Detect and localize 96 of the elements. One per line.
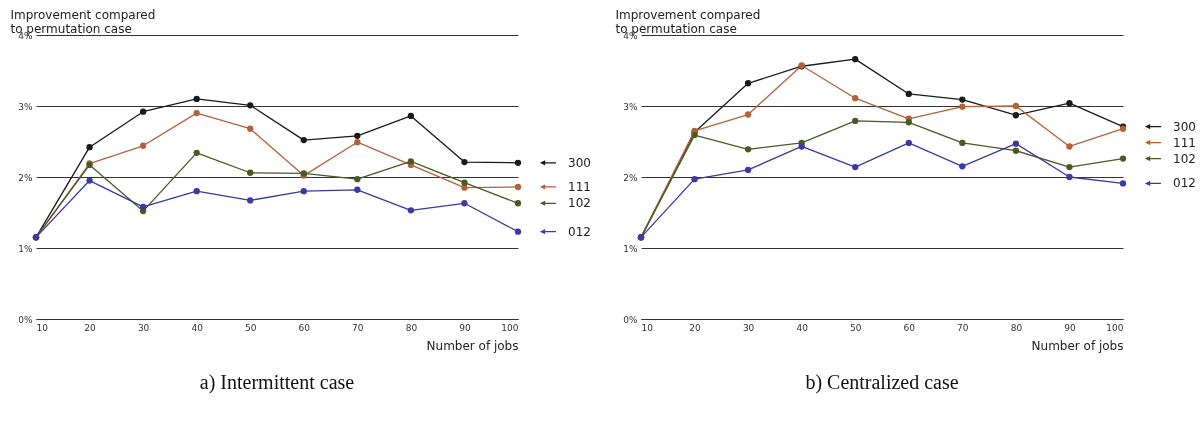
point — [193, 149, 200, 157]
legend-label: 300 — [568, 155, 591, 170]
legend-label: 012 — [1173, 176, 1196, 191]
legend-label: 012 — [568, 224, 591, 239]
x-tick-label: 70 — [352, 322, 364, 333]
point — [744, 80, 752, 87]
x-tick-label: 80 — [1010, 322, 1023, 333]
legend-label: 111 — [1173, 135, 1196, 150]
point — [300, 188, 307, 195]
point — [139, 142, 147, 149]
point — [1119, 155, 1127, 162]
point — [691, 175, 698, 183]
point — [461, 158, 468, 166]
x-tick-label: 50 — [245, 322, 257, 333]
point — [959, 96, 966, 103]
y-tick-label: 3% — [623, 101, 638, 112]
point — [744, 111, 752, 118]
point — [1066, 100, 1073, 107]
point — [514, 183, 522, 191]
point — [959, 103, 966, 110]
x-tick-label: 60 — [298, 322, 311, 333]
y-tick-label: 0% — [18, 314, 33, 325]
x-axis-title: Number of jobs — [1031, 338, 1124, 353]
point — [247, 197, 254, 204]
point — [139, 108, 147, 115]
point — [461, 179, 468, 186]
y-tick-label: 2% — [623, 172, 638, 183]
y-tick-label: 1% — [623, 243, 638, 254]
point — [514, 159, 522, 166]
point — [1012, 140, 1020, 147]
point — [1066, 143, 1073, 150]
x-tick-label: 10 — [36, 322, 49, 333]
point — [1066, 173, 1073, 181]
point — [905, 90, 912, 98]
x-tick-label: 20 — [84, 322, 97, 333]
point — [852, 117, 859, 125]
point — [354, 132, 361, 139]
point — [86, 177, 93, 184]
point — [354, 175, 361, 183]
point — [514, 228, 522, 235]
point — [354, 139, 361, 146]
point — [852, 95, 859, 102]
point — [905, 139, 912, 147]
point — [1012, 112, 1020, 119]
x-tick-label: 90 — [459, 322, 471, 333]
x-axis-title: Number of jobs — [426, 338, 519, 353]
point — [193, 95, 200, 103]
point — [407, 158, 415, 165]
point — [300, 136, 307, 144]
legend-label: 102 — [1173, 151, 1196, 166]
text: a) Intermittent case — [199, 371, 355, 394]
point — [193, 188, 200, 195]
point — [744, 166, 752, 174]
point — [1012, 147, 1020, 154]
point — [86, 144, 93, 151]
point — [139, 203, 147, 210]
x-tick-label: 100 — [1106, 322, 1124, 333]
y-tick-label: 0% — [623, 314, 638, 325]
point — [514, 200, 522, 207]
y-tick-label: 2% — [18, 172, 33, 183]
x-tick-label: 60 — [903, 322, 916, 333]
legend-label: 102 — [568, 196, 591, 211]
x-tick-label: 100 — [501, 322, 519, 333]
point — [1012, 102, 1020, 110]
point — [1119, 180, 1127, 187]
y-tick-label: 1% — [18, 243, 33, 254]
point — [959, 163, 966, 170]
point — [959, 139, 966, 147]
x-tick-label: 50 — [850, 322, 862, 333]
point — [461, 200, 468, 207]
point — [798, 143, 805, 150]
x-tick-label: 40 — [796, 322, 809, 333]
x-tick-label: 30 — [742, 322, 755, 333]
point — [247, 102, 254, 109]
point — [744, 146, 752, 153]
x-tick-label: 80 — [405, 322, 418, 333]
point — [354, 186, 361, 193]
text: b) Centralized case — [805, 371, 959, 394]
x-tick-label: 70 — [957, 322, 969, 333]
point — [407, 112, 415, 120]
x-tick-label: 30 — [137, 322, 150, 333]
legend-label: 300 — [1173, 119, 1196, 134]
point — [852, 55, 859, 63]
point — [247, 169, 254, 176]
point — [407, 207, 415, 214]
point — [905, 119, 912, 126]
x-tick-label: 10 — [641, 322, 654, 333]
point — [247, 125, 254, 132]
y-tick-label: 3% — [18, 101, 33, 112]
x-tick-label: 20 — [689, 322, 702, 333]
x-tick-label: 40 — [191, 322, 204, 333]
point — [1066, 163, 1073, 171]
point — [193, 109, 200, 117]
x-tick-label: 90 — [1064, 322, 1076, 333]
point — [852, 163, 859, 171]
legend-label: 111 — [568, 179, 591, 194]
